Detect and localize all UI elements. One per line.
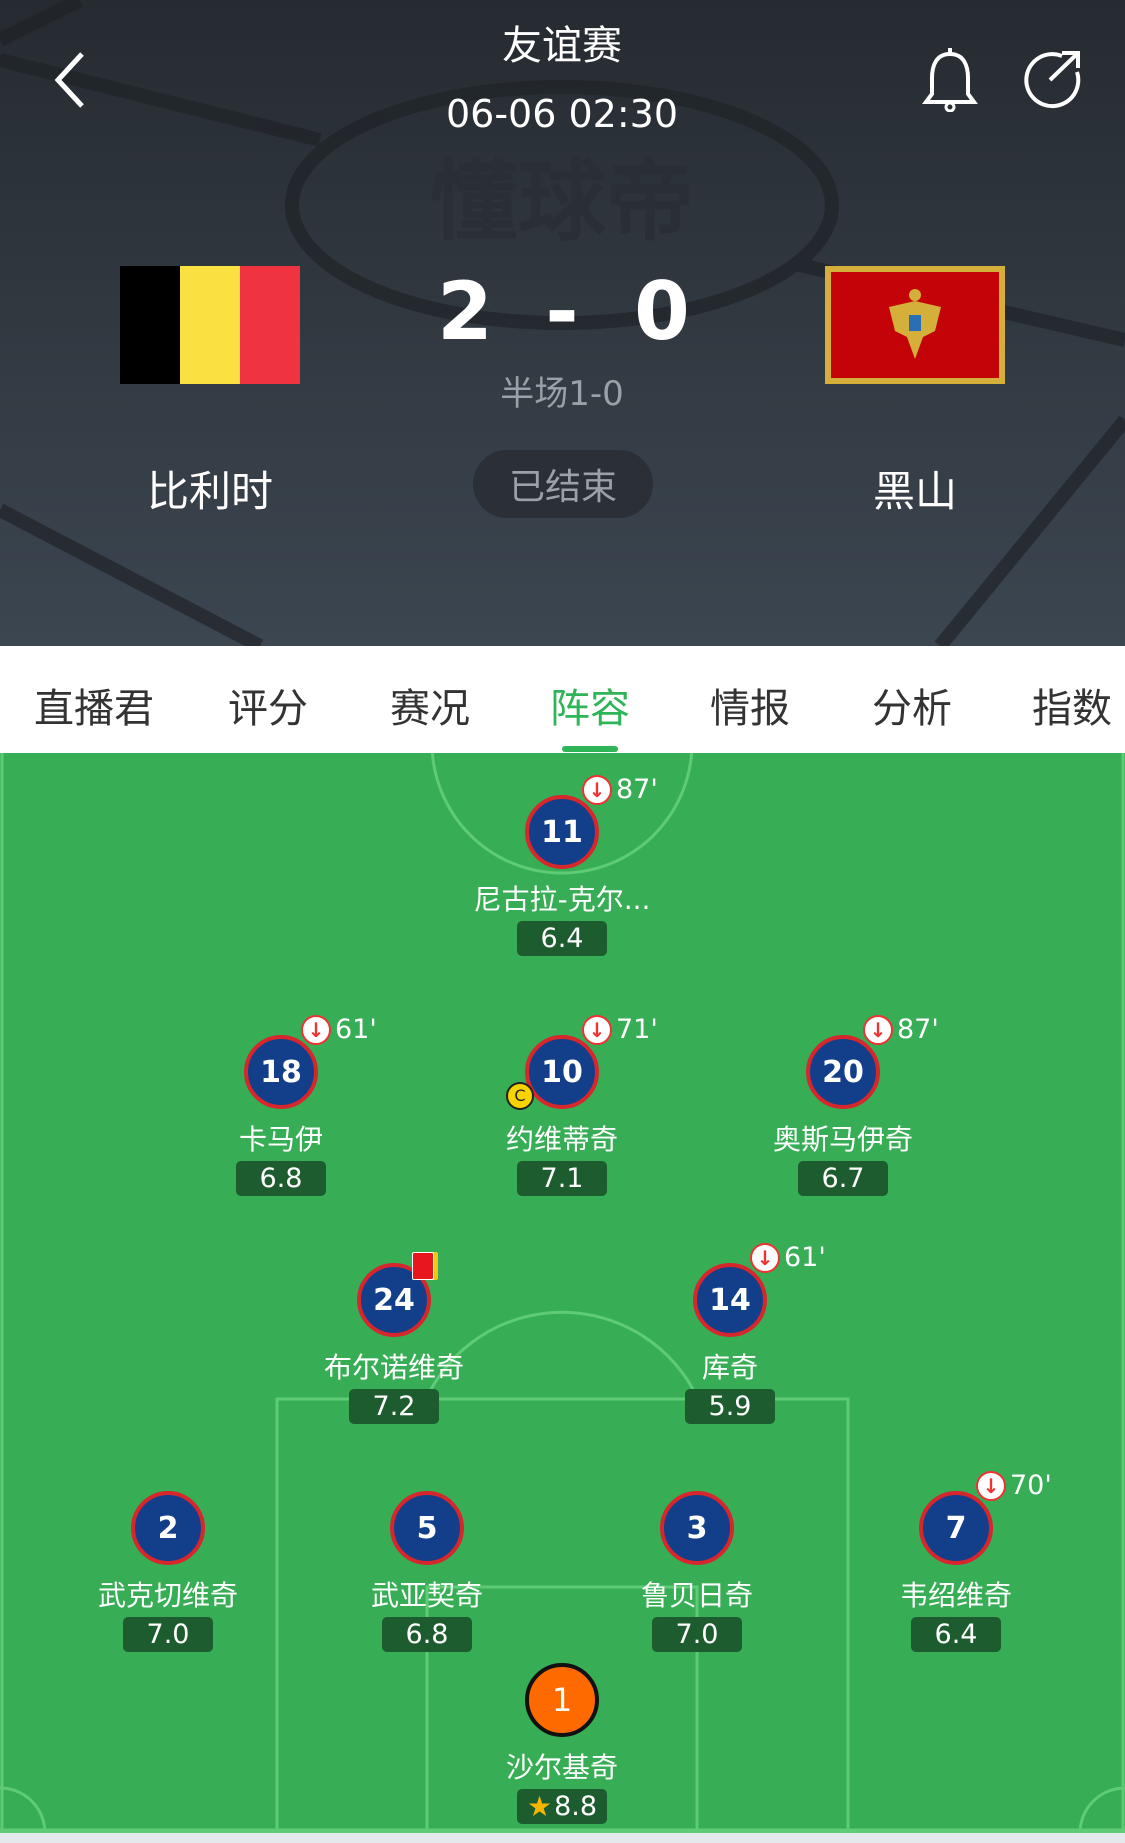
rating-value: 8.8: [554, 1791, 598, 1822]
away-team-name[interactable]: 黑山: [872, 467, 958, 516]
tab-bar: 直播君 评分 赛况 阵容 情报 分析 指数: [0, 646, 1125, 753]
substitution-out: ↓ 61': [301, 1014, 377, 1045]
tab-5[interactable]: 分析: [872, 686, 952, 732]
rating-value: 7.2: [372, 1391, 416, 1422]
substitution-out: ↓ 61': [750, 1242, 826, 1273]
home-team-name[interactable]: 比利时: [146, 467, 274, 516]
player-number[interactable]: 1: [525, 1663, 599, 1737]
captain-badge: C: [506, 1082, 534, 1110]
tab-1[interactable]: 评分: [228, 686, 308, 732]
bell-icon[interactable]: [920, 48, 980, 112]
watermark-logo: 懂球帝: [429, 150, 695, 253]
star-icon: ★: [526, 1790, 553, 1823]
player-name: 韦绍维奇: [899, 1579, 1013, 1612]
away-score: 0: [634, 265, 690, 358]
match-datetime: 06-06 02:30: [445, 92, 679, 136]
chevron-left-icon[interactable]: [52, 50, 88, 110]
away-team-flag[interactable]: [825, 266, 1005, 384]
player-name: 沙尔基奇: [505, 1751, 619, 1784]
player-rating: 6.4: [911, 1617, 1001, 1652]
competition-title: 友谊赛: [502, 23, 622, 69]
arrow-down-icon: ↓: [976, 1470, 1006, 1501]
score-separator: -: [545, 265, 579, 358]
rating-value: 7.1: [540, 1163, 584, 1194]
sub-minute: 70': [1010, 1470, 1052, 1501]
share-icon[interactable]: [1022, 48, 1084, 110]
player-rating: 7.0: [652, 1617, 742, 1652]
rating-value: 6.8: [405, 1619, 449, 1650]
player-number[interactable]: 10: [525, 1035, 599, 1109]
player-rating: 7.1: [517, 1161, 607, 1196]
player-name: 卡马伊: [238, 1123, 324, 1156]
player-name: 武克切维奇: [97, 1579, 239, 1612]
sub-minute: 61': [335, 1014, 377, 1045]
halftime-score: 半场1-0: [500, 374, 624, 414]
rating-value: 6.8: [259, 1163, 303, 1194]
red-card-icon: [412, 1252, 438, 1280]
player-name: 库奇: [701, 1351, 759, 1384]
player-number[interactable]: 14: [693, 1263, 767, 1337]
home-score: 2: [437, 265, 493, 358]
rating-value: 6.4: [934, 1619, 978, 1650]
player-number[interactable]: 11: [525, 795, 599, 869]
player-rating: 5.9: [685, 1389, 775, 1424]
rating-value: 6.4: [540, 923, 584, 954]
player-number[interactable]: 2: [131, 1491, 205, 1565]
player-number[interactable]: 3: [660, 1491, 734, 1565]
rating-value: 5.9: [708, 1391, 752, 1422]
player-number[interactable]: 20: [806, 1035, 880, 1109]
player-name: 武亚契奇: [370, 1579, 484, 1612]
player-rating: 6.8: [382, 1617, 472, 1652]
player-number[interactable]: 5: [390, 1491, 464, 1565]
player-rating: 6.4: [517, 921, 607, 956]
active-tab-indicator: [562, 746, 618, 752]
player-number[interactable]: 7: [919, 1491, 993, 1565]
lineup-pitch: 11 尼古拉-克尔... 6.4 ↓ 87' 18 卡马伊 6.8 ↓ 61' 10 约维蒂奇 7.1 ↓…: [0, 753, 1125, 1833]
sub-minute: 87': [897, 1014, 939, 1045]
substitution-out: ↓ 70': [976, 1470, 1052, 1501]
match-header: 懂球帝 友谊赛 06-06 02:30 2 - 0 半场1-0 比利时 黑山 已…: [0, 0, 1125, 646]
coat-of-arms-emblem: [889, 289, 941, 359]
rating-value: 7.0: [675, 1619, 719, 1650]
player-name: 约维蒂奇: [505, 1123, 619, 1156]
rating-value: 7.0: [146, 1619, 190, 1650]
match-status-badge: 已结束: [473, 450, 653, 518]
tab-4[interactable]: 情报: [710, 686, 790, 732]
player-name: 鲁贝日奇: [640, 1579, 754, 1612]
pitch-markings: [0, 753, 1125, 1833]
player-name: 尼古拉-克尔...: [473, 883, 651, 916]
player-name: 布尔诺维奇: [323, 1351, 465, 1384]
player-number[interactable]: 18: [244, 1035, 318, 1109]
player-name: 奥斯马伊奇: [772, 1123, 914, 1156]
player-rating: 6.7: [798, 1161, 888, 1196]
home-team-flag[interactable]: [120, 266, 300, 384]
player-rating: 7.2: [349, 1389, 439, 1424]
substitution-out: ↓ 71': [582, 1014, 658, 1045]
rating-value: 6.7: [821, 1163, 865, 1194]
player-rating: 7.0: [123, 1617, 213, 1652]
arrow-down-icon: ↓: [582, 1014, 612, 1045]
tab-0[interactable]: 直播君: [34, 686, 154, 732]
tab-2[interactable]: 赛况: [390, 686, 470, 732]
arrow-down-icon: ↓: [301, 1014, 331, 1045]
tab-3[interactable]: 阵容: [550, 686, 630, 732]
arrow-down-icon: ↓: [582, 774, 612, 805]
tab-6[interactable]: 指数: [1032, 686, 1112, 732]
sub-minute: 61': [784, 1242, 826, 1273]
arrow-down-icon: ↓: [863, 1014, 893, 1045]
substitution-out: ↓ 87': [863, 1014, 939, 1045]
sub-minute: 87': [616, 774, 658, 805]
arrow-down-icon: ↓: [750, 1242, 780, 1273]
player-rating: 6.8: [236, 1161, 326, 1196]
substitution-out: ↓ 87': [582, 774, 658, 805]
player-rating: ★ 8.8: [517, 1789, 607, 1824]
sub-minute: 71': [616, 1014, 658, 1045]
